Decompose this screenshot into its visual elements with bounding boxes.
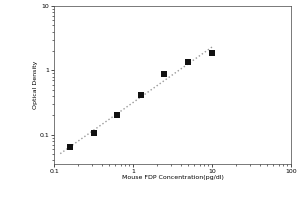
Point [138, 93, 143, 96]
Point [210, 52, 214, 55]
Point [162, 72, 167, 76]
X-axis label: Mouse FDP Concentration(pg/dl): Mouse FDP Concentration(pg/dl) [122, 175, 224, 180]
Point [68, 145, 73, 148]
Y-axis label: Optical Density: Optical Density [33, 61, 38, 109]
Point [115, 114, 119, 117]
Point [92, 132, 96, 135]
Point [186, 60, 190, 64]
